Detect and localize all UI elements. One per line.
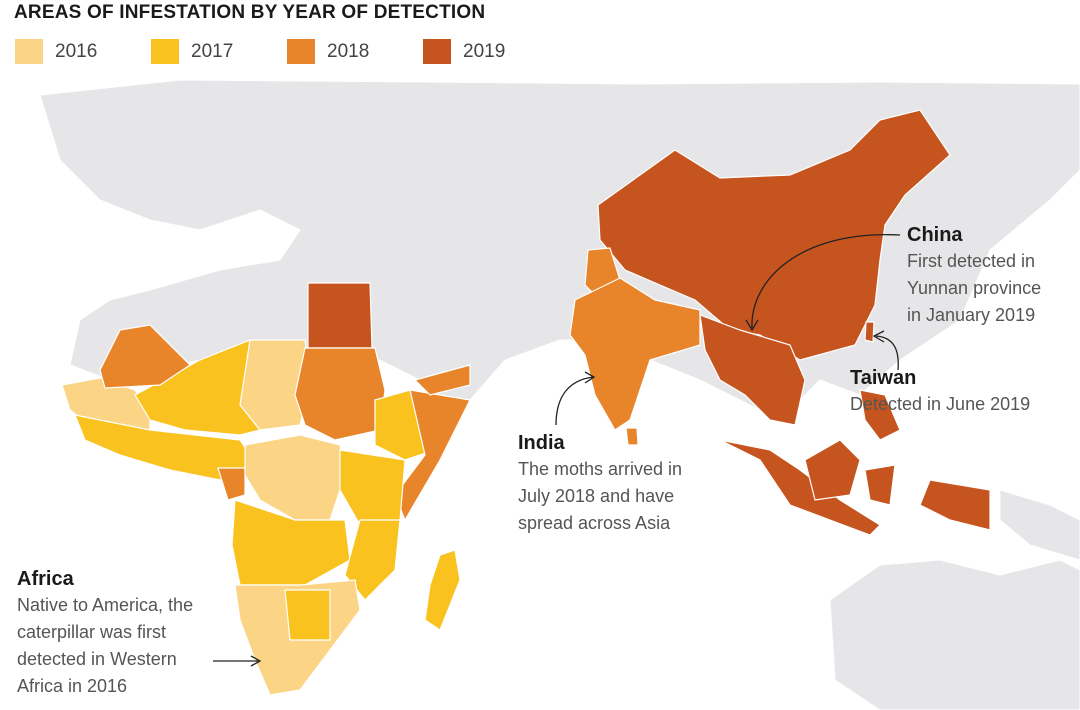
area-asia-2019-se-asia [699,314,806,426]
area-africa-2017-botswana [284,589,331,641]
land-australia [829,559,1080,710]
area-asia-2018-sri-lanka [625,427,639,446]
area-asia-2019-papua [919,479,991,531]
area-africa-2017-mozambique [344,519,401,601]
area-asia-2018-india [569,277,701,431]
annotation-africa: Africa Native to America, the caterpilla… [17,566,193,700]
legend-label-2018: 2018 [327,41,370,62]
annotation-china-line-2: Yunnan province [907,278,1042,298]
china-arrow-head [745,319,759,332]
legend-swatch-2016 [15,39,43,64]
area-africa-2016-niger-chad [239,339,311,431]
area-africa-2018-gabon [217,467,246,501]
legend-swatch-2019 [423,39,451,64]
legend-label-2016: 2016 [55,41,98,62]
area-africa-2018-sudan [294,347,386,441]
area-asia-2019-philippines [859,389,901,441]
annotation-china-heading: China [907,224,963,246]
area-africa-2017-east [339,449,406,526]
area-asia-2019-sulawesi [864,464,896,506]
region-africa [61,282,471,696]
land-new-guinea [999,489,1080,561]
taiwan-arrow-head [872,330,885,343]
annotation-china-line-3: in January 2019 [907,305,1036,325]
annotation-china-line-1: First detected in [907,251,1036,271]
annotation-india-heading: India [518,432,565,454]
taiwan-arrow-line [875,335,899,371]
annotation-africa-line-2: caterpillar was first [17,622,167,642]
area-africa-2018-somalia [394,389,471,522]
annotation-africa-heading: Africa [17,568,74,590]
region-asia [569,109,991,536]
annotation-china: China First detected in Yunnan province … [907,222,1041,329]
annotation-taiwan: Taiwan Detected in June 2019 [850,365,1030,418]
area-africa-2018-mali [99,324,191,389]
annotation-india-line-2: July 2018 and have [518,486,675,506]
annotation-taiwan-heading: Taiwan [850,367,917,389]
legend-label-2017: 2017 [191,41,234,62]
annotation-africa-line-3: detected in Western [17,649,177,669]
legend-swatch-2017 [151,39,179,64]
area-africa-2019-egypt [307,282,373,349]
area-africa-2017-west-coast [74,414,261,481]
annotation-africa-line-1: Native to America, the [17,595,194,615]
area-asia-2019-borneo [804,439,861,501]
annotation-india: India The moths arrived in July 2018 and… [518,430,682,537]
area-africa-2016-central [244,434,346,521]
map-title: AREAS OF INFESTATION BY YEAR OF DETECTIO… [14,2,486,23]
africa-arrow-head [250,655,262,667]
annotation-taiwan-line-1: Detected in June 2019 [850,394,1031,414]
annotation-india-line-3: spread across Asia [518,513,671,533]
area-asia-2019-malaysia-indonesia [719,439,881,536]
india-arrow-head [584,371,596,384]
legend-swatch-2018 [287,39,315,64]
china-arrow-line [751,234,901,329]
area-asia-2019-china [597,109,951,361]
annotation-arrows [213,234,901,667]
area-asia-2019-taiwan [864,321,875,343]
area-africa-2018-yemen [413,364,471,396]
annotation-africa-line-4: Africa in 2016 [17,676,128,696]
annotation-india-line-1: The moths arrived in [518,459,683,479]
area-africa-2017-madagascar [424,549,461,631]
india-arrow-line [555,376,594,426]
area-africa-2017-congo-south [231,499,351,586]
legend-label-2019: 2019 [463,41,506,62]
